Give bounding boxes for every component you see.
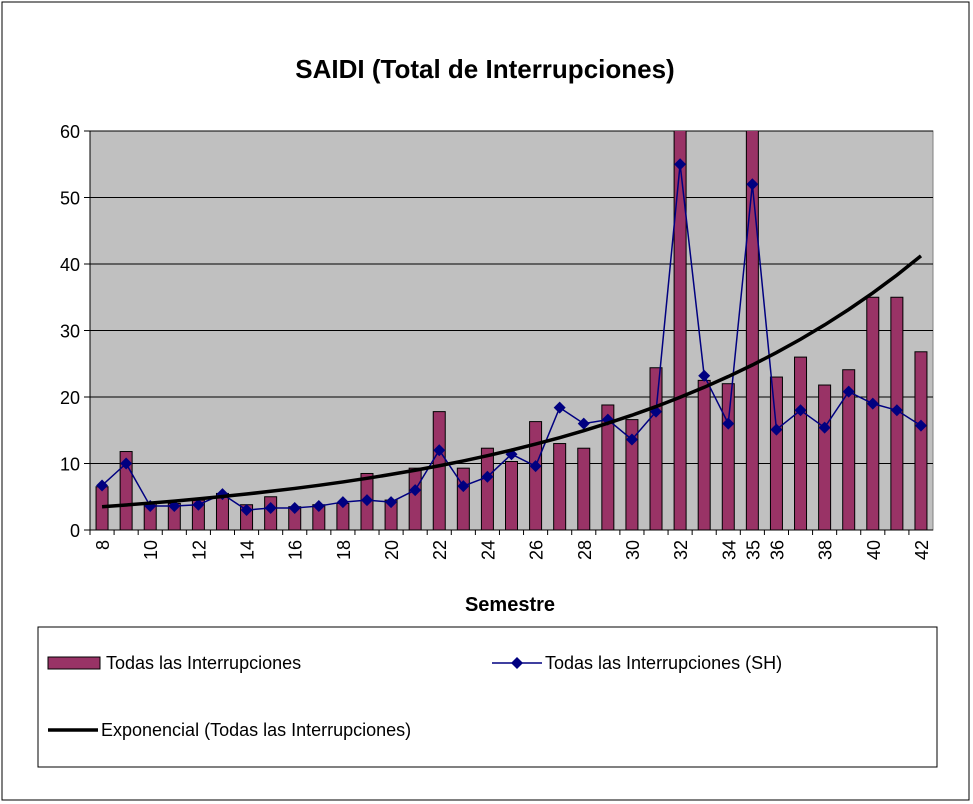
x-tick-label: 20	[382, 540, 402, 560]
bar	[721, 383, 735, 531]
line-marker	[457, 480, 470, 493]
line-marker	[698, 369, 711, 382]
line-marker	[722, 417, 735, 430]
line-marker	[890, 404, 903, 417]
line-marker	[312, 500, 325, 513]
x-tick-label: 10	[141, 540, 161, 560]
chart-title: SAIDI (Total de Interrupciones)	[295, 54, 674, 84]
line-marker	[674, 158, 687, 171]
bar	[95, 486, 109, 531]
line-marker	[96, 479, 109, 492]
legend	[37, 626, 938, 768]
line-marker	[529, 460, 542, 473]
bar	[794, 356, 808, 531]
x-tick-label: 40	[864, 540, 884, 560]
x-tick-label: 38	[816, 540, 836, 560]
line	[101, 254, 923, 509]
line-marker	[288, 502, 301, 515]
x-tick-label: 14	[238, 540, 258, 560]
x-axis-title: Semestre	[465, 594, 555, 616]
line-marker	[818, 421, 831, 434]
legend-swatch	[47, 656, 101, 670]
x-tick-label: 22	[430, 540, 450, 560]
x-tick-label: 36	[767, 540, 787, 560]
bar	[505, 461, 518, 531]
x-tick-label: 16	[286, 540, 306, 560]
x-tick-label: 18	[334, 540, 354, 560]
x-tick-label: 32	[671, 540, 691, 560]
y-tick-label: 30	[60, 322, 80, 342]
legend-label: Todas las Interrupciones (SH)	[545, 653, 782, 673]
bar	[480, 447, 494, 531]
line-marker	[770, 423, 783, 436]
line-marker	[577, 417, 590, 430]
x-tick-label: 42	[912, 540, 932, 560]
x-tick-label: 30	[623, 540, 643, 560]
line-marker	[625, 433, 638, 446]
line-marker	[336, 496, 349, 509]
line-marker	[553, 401, 566, 414]
bar	[769, 376, 783, 531]
x-tick-label: 24	[478, 540, 498, 560]
line-marker	[240, 504, 253, 517]
y-tick-label: 20	[60, 388, 80, 408]
line-marker	[409, 484, 422, 497]
line-marker	[842, 385, 855, 398]
y-tick-label: 60	[60, 122, 80, 142]
y-tick-label: 10	[60, 455, 80, 475]
bar	[408, 467, 422, 531]
x-tick-label: 28	[575, 540, 595, 560]
line-marker	[264, 502, 277, 515]
bar	[529, 421, 543, 531]
legend-marker	[511, 657, 523, 669]
bar	[456, 467, 470, 531]
y-tick-label: 40	[60, 255, 80, 275]
bar	[577, 447, 591, 531]
y-tick-label: 0	[70, 521, 80, 541]
x-tick-label: 34	[719, 540, 739, 560]
y-tick-label: 50	[60, 189, 80, 209]
line-marker	[746, 178, 759, 191]
legend-label: Exponencial (Todas las Interrupciones)	[101, 720, 411, 740]
x-tick-label: 8	[93, 540, 113, 550]
bar	[649, 367, 663, 531]
x-tick-label: 35	[743, 540, 763, 560]
bar	[553, 443, 567, 531]
bar	[914, 351, 928, 531]
line-marker	[360, 494, 373, 507]
line-marker	[481, 470, 494, 483]
line-marker	[120, 457, 133, 470]
bar	[697, 379, 711, 531]
line-marker	[866, 397, 879, 410]
x-tick-label: 12	[189, 540, 209, 560]
x-tick-label: 26	[527, 540, 547, 560]
bar	[866, 296, 880, 531]
line-marker	[385, 496, 398, 509]
line-marker	[914, 419, 927, 432]
bar	[673, 131, 687, 531]
legend-label: Todas las Interrupciones	[106, 653, 301, 673]
bar	[432, 411, 446, 531]
line-marker	[192, 498, 205, 511]
line-marker	[794, 404, 807, 417]
bar	[818, 384, 832, 531]
line-marker	[433, 444, 446, 457]
